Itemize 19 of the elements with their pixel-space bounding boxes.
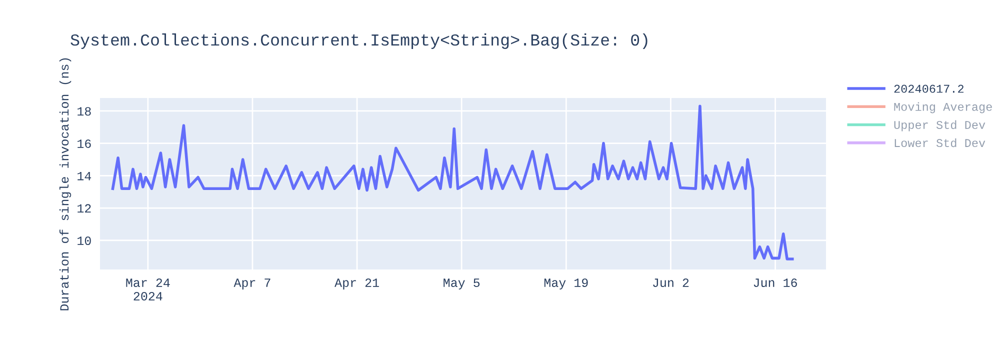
y-tick-label: 14 [78, 172, 92, 180]
y-tick-label: 18 [78, 107, 91, 116]
x-tick-label: May 19 [544, 278, 588, 290]
chart-title: System.Collections.Concurrent.IsEmpty<String>.Bag(Size: 0) [70, 33, 648, 49]
x-tick-label: Mar 24 2024 [126, 278, 170, 300]
legend-label: 20240617.2 [894, 84, 964, 93]
legend-label: Upper Std Dev [894, 120, 986, 132]
x-tick-label: Jun 16 [754, 278, 797, 288]
line-series [111, 104, 794, 260]
y-axis-title: Duration of single invocation (ns) [59, 58, 72, 310]
x-tick-label: Jun 2 [653, 278, 689, 288]
x-tick-label: May 5 [444, 278, 480, 290]
x-tick-label: Apr 7 [234, 278, 270, 290]
legend-label: Lower Std Dev [894, 138, 986, 148]
y-tick-label: 10 [78, 236, 91, 246]
legend-label: Moving Average [894, 102, 992, 114]
y-tick-label: 12 [78, 204, 91, 213]
x-tick-label: Apr 21 [334, 278, 379, 290]
y-tick-label: 16 [78, 139, 91, 148]
